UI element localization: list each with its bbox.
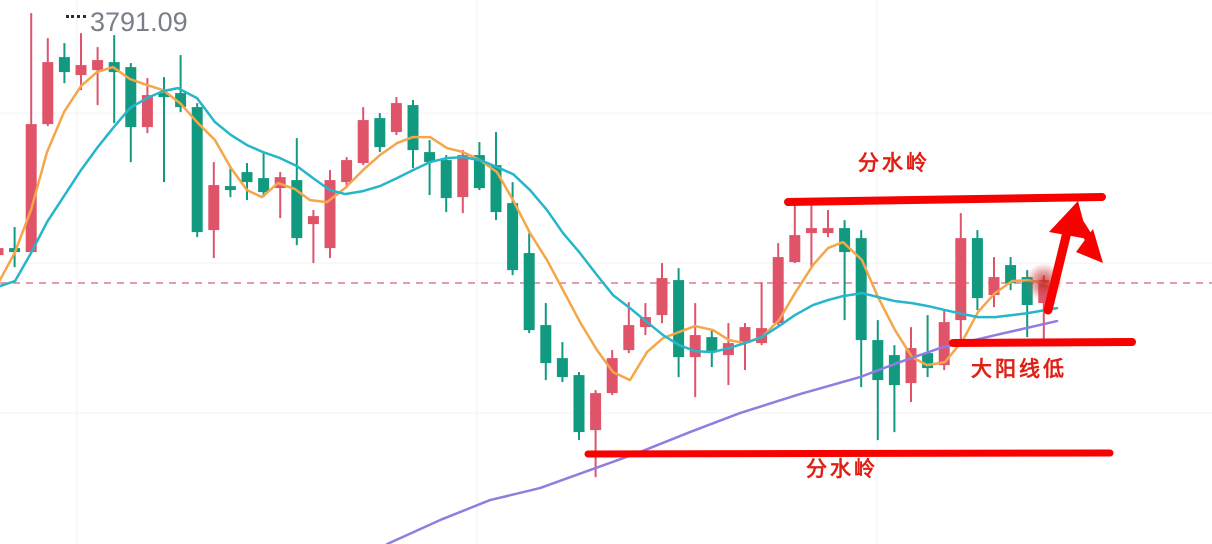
annotation-base-label: 分水岭 xyxy=(806,457,878,481)
price-leader-dots-icon xyxy=(66,15,86,18)
annotation-resistance-label: 分水岭 xyxy=(858,151,930,175)
price-label: 3791.09 xyxy=(66,9,188,36)
annotation-support-label: 大阳线低 xyxy=(971,357,1067,381)
price-value: 3791.09 xyxy=(90,7,188,37)
